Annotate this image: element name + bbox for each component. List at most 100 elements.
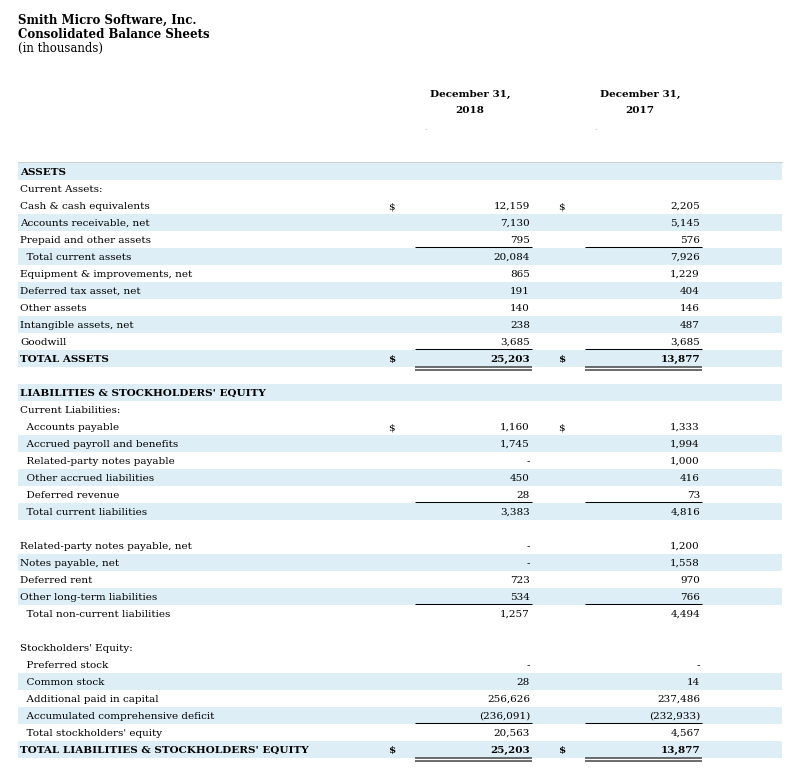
Text: Deferred revenue: Deferred revenue bbox=[20, 491, 119, 500]
Text: Deferred rent: Deferred rent bbox=[20, 576, 92, 585]
Bar bbox=[18, 690, 782, 707]
Text: (232,933): (232,933) bbox=[649, 712, 700, 721]
Text: Cash & cash equivalents: Cash & cash equivalents bbox=[20, 202, 150, 211]
Text: $: $ bbox=[558, 202, 565, 211]
Text: Accrued payroll and benefits: Accrued payroll and benefits bbox=[20, 440, 178, 449]
Text: Total current liabilities: Total current liabilities bbox=[20, 508, 147, 517]
Text: 416: 416 bbox=[680, 474, 700, 483]
Text: 766: 766 bbox=[680, 593, 700, 602]
Bar bbox=[18, 350, 782, 367]
Text: 2,205: 2,205 bbox=[670, 202, 700, 211]
Text: Additional paid in capital: Additional paid in capital bbox=[20, 695, 158, 704]
Bar bbox=[18, 673, 782, 690]
Bar bbox=[18, 605, 782, 622]
Text: 4,816: 4,816 bbox=[670, 508, 700, 517]
Text: Intangible assets, net: Intangible assets, net bbox=[20, 321, 134, 330]
Text: December 31,: December 31, bbox=[430, 90, 510, 99]
Text: -: - bbox=[526, 559, 530, 568]
Text: LIABILITIES & STOCKHOLDERS' EQUITY: LIABILITIES & STOCKHOLDERS' EQUITY bbox=[20, 389, 266, 398]
Bar bbox=[18, 571, 782, 588]
Bar bbox=[18, 384, 782, 401]
Text: 191: 191 bbox=[510, 287, 530, 296]
Text: Total current assets: Total current assets bbox=[20, 253, 131, 262]
Text: Total non-current liabilities: Total non-current liabilities bbox=[20, 610, 170, 619]
Text: 28: 28 bbox=[517, 678, 530, 687]
Text: 1,745: 1,745 bbox=[500, 440, 530, 449]
Text: 1,257: 1,257 bbox=[500, 610, 530, 619]
Text: Related-party notes payable, net: Related-party notes payable, net bbox=[20, 542, 192, 551]
Text: 1,994: 1,994 bbox=[670, 440, 700, 449]
Text: $: $ bbox=[558, 746, 566, 755]
Text: 14: 14 bbox=[686, 678, 700, 687]
Bar bbox=[18, 401, 782, 418]
Text: 1,000: 1,000 bbox=[670, 457, 700, 466]
Text: 1,229: 1,229 bbox=[670, 270, 700, 279]
Text: 5,145: 5,145 bbox=[670, 219, 700, 228]
Text: 2018: 2018 bbox=[455, 106, 485, 115]
Text: Deferred tax asset, net: Deferred tax asset, net bbox=[20, 287, 141, 296]
Text: Stockholders' Equity:: Stockholders' Equity: bbox=[20, 644, 133, 653]
Bar bbox=[18, 163, 782, 180]
Bar bbox=[18, 248, 782, 265]
Bar bbox=[18, 622, 782, 639]
Text: 450: 450 bbox=[510, 474, 530, 483]
Text: $: $ bbox=[558, 355, 566, 364]
Bar bbox=[18, 469, 782, 486]
Text: 3,685: 3,685 bbox=[500, 338, 530, 347]
Text: 404: 404 bbox=[680, 287, 700, 296]
Text: 1,558: 1,558 bbox=[670, 559, 700, 568]
Text: -: - bbox=[526, 661, 530, 670]
Bar bbox=[18, 418, 782, 435]
Text: 970: 970 bbox=[680, 576, 700, 585]
Text: 13,877: 13,877 bbox=[660, 355, 700, 364]
Text: 795: 795 bbox=[510, 236, 530, 245]
Text: 7,926: 7,926 bbox=[670, 253, 700, 262]
Text: 28: 28 bbox=[517, 491, 530, 500]
Bar bbox=[18, 707, 782, 724]
Text: 2017: 2017 bbox=[626, 106, 654, 115]
Text: 73: 73 bbox=[686, 491, 700, 500]
Bar bbox=[18, 180, 782, 197]
Text: Other assets: Other assets bbox=[20, 304, 86, 313]
Text: Current Liabilities:: Current Liabilities: bbox=[20, 406, 120, 415]
Text: 3,685: 3,685 bbox=[670, 338, 700, 347]
Text: -: - bbox=[526, 542, 530, 551]
Text: 576: 576 bbox=[680, 236, 700, 245]
Text: 140: 140 bbox=[510, 304, 530, 313]
Bar bbox=[18, 214, 782, 231]
Text: TOTAL ASSETS: TOTAL ASSETS bbox=[20, 355, 109, 364]
Bar bbox=[18, 486, 782, 503]
Bar bbox=[18, 537, 782, 554]
Text: .: . bbox=[594, 123, 596, 132]
Text: 12,159: 12,159 bbox=[494, 202, 530, 211]
Bar bbox=[18, 282, 782, 299]
Text: Equipment & improvements, net: Equipment & improvements, net bbox=[20, 270, 192, 279]
Text: Accounts receivable, net: Accounts receivable, net bbox=[20, 219, 150, 228]
Text: 1,333: 1,333 bbox=[670, 423, 700, 432]
Text: (236,091): (236,091) bbox=[478, 712, 530, 721]
Bar bbox=[18, 435, 782, 452]
Bar bbox=[18, 299, 782, 316]
Bar bbox=[18, 503, 782, 520]
Bar bbox=[18, 639, 782, 656]
Text: $: $ bbox=[388, 202, 394, 211]
Text: -: - bbox=[526, 457, 530, 466]
Text: 20,084: 20,084 bbox=[494, 253, 530, 262]
Text: Current Assets:: Current Assets: bbox=[20, 185, 102, 194]
Text: .: . bbox=[424, 123, 426, 132]
Text: 238: 238 bbox=[510, 321, 530, 330]
Text: 146: 146 bbox=[680, 304, 700, 313]
Text: 256,626: 256,626 bbox=[487, 695, 530, 704]
Bar bbox=[18, 741, 782, 758]
Text: December 31,: December 31, bbox=[600, 90, 680, 99]
Text: (in thousands): (in thousands) bbox=[18, 42, 103, 55]
Text: 4,494: 4,494 bbox=[670, 610, 700, 619]
Text: 723: 723 bbox=[510, 576, 530, 585]
Bar bbox=[18, 554, 782, 571]
Text: 3,383: 3,383 bbox=[500, 508, 530, 517]
Text: Accumulated comprehensive deficit: Accumulated comprehensive deficit bbox=[20, 712, 214, 721]
Text: 865: 865 bbox=[510, 270, 530, 279]
Text: Total stockholders' equity: Total stockholders' equity bbox=[20, 729, 162, 738]
Bar bbox=[18, 724, 782, 741]
Text: $: $ bbox=[388, 355, 395, 364]
